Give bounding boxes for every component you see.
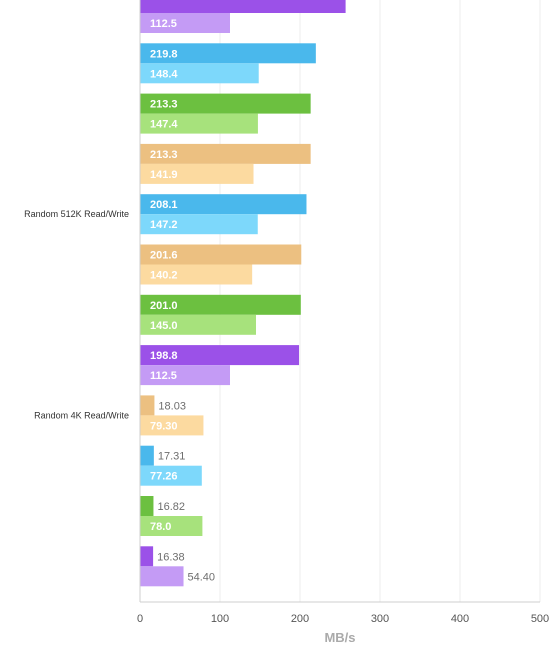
bar <box>140 445 154 466</box>
bar-value-label: 198.8 <box>150 350 178 362</box>
bar-value-label: 213.3 <box>150 99 178 111</box>
x-tick-label: 500 <box>531 613 549 625</box>
bar <box>140 294 301 315</box>
bar-value-label: 78.0 <box>150 521 171 533</box>
bar-value-label: 79.30 <box>150 420 178 432</box>
bar-value-label: 145.0 <box>150 320 178 332</box>
x-tick-label: 400 <box>451 613 469 625</box>
bar <box>140 194 307 215</box>
x-axis-title: MB/s <box>324 630 355 645</box>
bar <box>140 465 202 486</box>
x-tick-label: 300 <box>371 613 389 625</box>
bar <box>140 163 254 184</box>
bar <box>140 13 230 33</box>
bar-value-label: 201.0 <box>150 300 178 312</box>
bar-value-label: 77.26 <box>150 471 178 483</box>
bar-value-label: 148.4 <box>150 68 178 80</box>
bar <box>140 566 184 587</box>
bar-value-label: 201.6 <box>150 250 178 262</box>
bar <box>140 314 256 335</box>
bar <box>140 395 155 416</box>
bar <box>140 143 311 164</box>
bar <box>140 546 154 567</box>
bar <box>140 496 154 516</box>
bar-value-label: 141.9 <box>150 169 178 181</box>
bar-value-label: 147.2 <box>150 219 178 231</box>
bars <box>140 0 346 587</box>
bar-value-label: 112.5 <box>150 18 177 30</box>
x-axis: 0 100 200 300 400 500 <box>137 0 549 625</box>
x-tick-label: 0 <box>137 613 143 625</box>
bar <box>140 63 259 84</box>
bar-value-label: 112.5 <box>150 370 177 382</box>
bar <box>140 113 258 134</box>
bar <box>140 244 302 265</box>
bar-value-label: 54.40 <box>188 571 216 583</box>
bar <box>140 0 346 13</box>
category-label: Random 4K Read/Write <box>34 410 129 420</box>
bar-labels: 112.5 219.8 148.4 213.3 147.4 213.3 141.9 208.1… <box>150 18 215 583</box>
bar-value-label: 16.82 <box>157 501 185 513</box>
bar-value-label: 16.38 <box>157 551 185 563</box>
x-tick-label: 100 <box>211 613 229 625</box>
x-tick-label: 200 <box>291 613 309 625</box>
bar <box>140 345 300 366</box>
bar-value-label: 208.1 <box>150 199 178 211</box>
bar-value-label: 17.31 <box>158 451 186 463</box>
bar-value-label: 219.8 <box>150 48 178 60</box>
bar <box>140 365 230 386</box>
category-label: Random 512K Read/Write <box>24 209 129 219</box>
bar <box>140 93 311 114</box>
bar <box>140 415 204 436</box>
category-labels: Random 512K Read/Write Random 4K Read/Wri… <box>24 209 129 420</box>
bar <box>140 516 203 536</box>
bar <box>140 43 316 64</box>
bar-value-label: 213.3 <box>150 149 178 161</box>
bar-value-label: 18.03 <box>158 400 186 412</box>
bar <box>140 264 253 285</box>
bar <box>140 214 258 235</box>
bar-value-label: 140.2 <box>150 270 178 282</box>
bar-value-label: 147.4 <box>150 119 178 131</box>
